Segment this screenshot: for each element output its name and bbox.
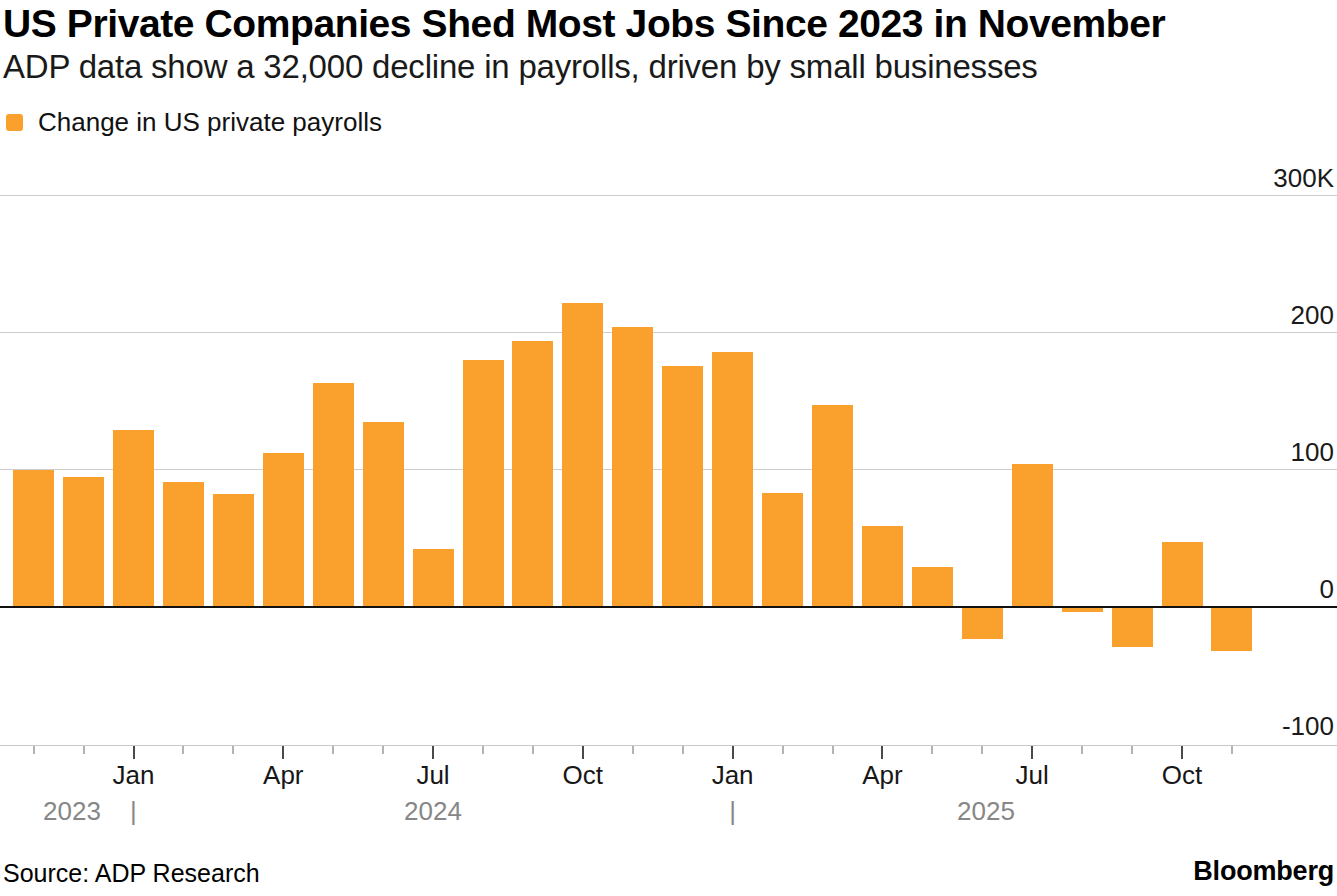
x-tick-minor xyxy=(1081,746,1083,754)
x-tick-minor xyxy=(632,746,634,754)
x-tick-major xyxy=(282,746,284,759)
year-label: 2024 xyxy=(373,796,493,827)
y-axis-label: 300K xyxy=(1214,165,1334,191)
x-tick-minor xyxy=(782,746,784,754)
bar xyxy=(762,493,803,607)
x-axis-month-label: Jan xyxy=(688,760,778,791)
y-axis-label: 0 xyxy=(1214,576,1334,602)
x-axis-month-label: Apr xyxy=(837,760,927,791)
year-divider: | xyxy=(673,796,793,827)
gridline xyxy=(0,195,1337,196)
bar xyxy=(812,405,853,606)
page-subtitle: ADP data show a 32,000 decline in payrol… xyxy=(3,48,1038,86)
x-tick-minor xyxy=(981,746,983,754)
bar xyxy=(512,341,553,607)
x-tick-major xyxy=(1181,746,1183,759)
bar xyxy=(263,453,304,606)
bar xyxy=(313,383,354,606)
x-tick-minor xyxy=(682,746,684,754)
zero-baseline xyxy=(0,606,1337,608)
bar xyxy=(662,366,703,607)
x-tick-minor xyxy=(83,746,85,754)
y-axis-label: 100 xyxy=(1214,439,1334,465)
x-tick-minor xyxy=(532,746,534,754)
bar xyxy=(612,327,653,607)
x-tick-major xyxy=(432,746,434,759)
bar xyxy=(113,430,154,607)
legend: Change in US private payrolls xyxy=(6,110,382,134)
x-tick-major xyxy=(1031,746,1033,759)
bar xyxy=(463,360,504,607)
x-tick-major xyxy=(133,746,135,759)
x-tick-major xyxy=(582,746,584,759)
x-axis-month-label: Jul xyxy=(388,760,478,791)
y-axis-label: -100 xyxy=(1214,713,1334,739)
x-tick-minor xyxy=(482,746,484,754)
x-tick-minor xyxy=(332,746,334,754)
x-axis-month-label: Jul xyxy=(987,760,1077,791)
bloomberg-wordmark: Bloomberg xyxy=(1193,856,1334,887)
x-axis-month-label: Oct xyxy=(538,760,628,791)
x-tick-minor xyxy=(232,746,234,754)
x-tick-major xyxy=(732,746,734,759)
bar xyxy=(1112,608,1153,648)
x-tick-minor xyxy=(1231,746,1233,754)
x-axis-month-label: Jan xyxy=(89,760,179,791)
bar xyxy=(213,494,254,606)
bar xyxy=(13,470,54,607)
bar xyxy=(562,303,603,607)
source-note: Source: ADP Research xyxy=(3,859,260,888)
x-tick-major xyxy=(881,746,883,759)
chart-page: US Private Companies Shed Most Jobs Sinc… xyxy=(0,0,1337,896)
page-title: US Private Companies Shed Most Jobs Sinc… xyxy=(3,2,1165,46)
bar xyxy=(1162,542,1203,606)
bar xyxy=(63,477,104,607)
bar xyxy=(912,567,953,607)
bar xyxy=(712,352,753,607)
bar xyxy=(413,549,454,607)
bar xyxy=(1012,464,1053,607)
year-divider: | xyxy=(74,796,194,827)
legend-label: Change in US private payrolls xyxy=(38,107,382,138)
x-axis-month-label: Oct xyxy=(1137,760,1227,791)
x-tick-minor xyxy=(931,746,933,754)
y-axis-label: 200 xyxy=(1214,302,1334,328)
bar xyxy=(163,482,204,607)
x-tick-minor xyxy=(382,746,384,754)
bar xyxy=(363,422,404,607)
x-tick-minor xyxy=(182,746,184,754)
legend-swatch-icon xyxy=(6,114,23,131)
bar xyxy=(1062,608,1103,612)
bar xyxy=(962,608,1003,640)
x-tick-minor xyxy=(33,746,35,754)
x-tick-minor xyxy=(832,746,834,754)
x-axis-month-label: Apr xyxy=(238,760,328,791)
bar xyxy=(862,526,903,607)
x-axis-line xyxy=(0,745,1337,746)
x-tick-minor xyxy=(1131,746,1133,754)
gridline xyxy=(0,332,1337,333)
bar xyxy=(1211,608,1252,652)
year-label: 2025 xyxy=(926,796,1046,827)
